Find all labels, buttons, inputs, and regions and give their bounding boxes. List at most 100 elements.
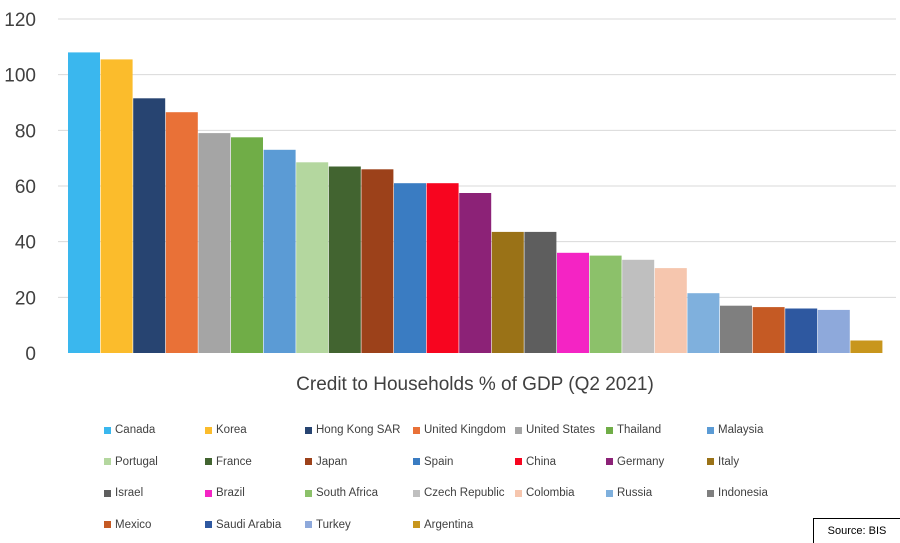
legend-item: Thailand <box>606 422 661 438</box>
bar-chart: 0 20 40 60 80 100 120 Credit to Households % o… <box>4 10 896 395</box>
legend-swatch <box>707 458 714 465</box>
legend-label: Czech Republic <box>424 487 505 499</box>
bar-brazil <box>557 252 589 353</box>
legend-item: Germany <box>606 454 664 470</box>
legend-item: Brazil <box>205 485 245 501</box>
bar-italy <box>491 231 524 353</box>
y-tick-label: 40 <box>15 233 36 254</box>
legend-swatch <box>606 489 613 497</box>
legend-swatch <box>305 521 312 528</box>
legend-label: Thailand <box>617 424 662 436</box>
legend-swatch <box>205 521 212 528</box>
legend-swatch <box>515 426 522 434</box>
legend-label: Spain <box>424 455 454 468</box>
legend-label: Korea <box>216 424 247 436</box>
legend-swatch <box>104 521 111 528</box>
bar-colombia <box>654 268 687 353</box>
legend-label: Portugal <box>115 455 158 468</box>
legend-item: Czech Republic <box>413 485 505 501</box>
legend-item: Argentina <box>413 517 473 533</box>
bar-korea <box>100 59 133 354</box>
legend-swatch <box>104 458 111 465</box>
legend-item: Saudi Arabia <box>205 517 281 533</box>
legend-label: South Africa <box>316 487 379 499</box>
legend-label: Colombia <box>526 487 575 499</box>
bar-canada <box>68 52 100 354</box>
legend-swatch <box>606 458 613 465</box>
bar-indonesia <box>720 305 752 353</box>
bar-malaysia <box>263 149 296 353</box>
bar-united-states <box>198 133 231 353</box>
legend-item: Mexico <box>104 517 151 533</box>
legend-swatch <box>104 426 111 434</box>
legend-swatch <box>205 489 212 497</box>
legend-swatch <box>515 458 522 465</box>
bar-united-kingdom <box>165 112 198 353</box>
legend-label: Mexico <box>115 518 152 531</box>
bar-japan <box>361 169 394 353</box>
legend-item: Indonesia <box>707 485 768 501</box>
legend-swatch <box>305 458 312 465</box>
legend-item: Israel <box>104 485 143 501</box>
bar-south-africa <box>589 255 622 353</box>
legend-label: Germany <box>617 455 665 468</box>
legend-item: United Kingdom <box>413 422 506 438</box>
legend-label: United Kingdom <box>424 424 506 436</box>
legend-label: Turkey <box>316 518 351 531</box>
y-tick-label: 80 <box>15 121 36 142</box>
bar-china <box>426 183 459 353</box>
legend-label: Brazil <box>216 487 245 499</box>
y-tick-label: 120 <box>4 10 36 31</box>
legend-label: Israel <box>115 487 144 499</box>
legend-item: Turkey <box>305 517 351 533</box>
legend-item: France <box>205 454 252 470</box>
legend-item: United States <box>515 422 595 438</box>
legend-item: Japan <box>305 454 347 470</box>
bar-thailand <box>231 137 263 353</box>
legend-label: Hong Kong SAR <box>316 424 401 436</box>
y-axis: 0 20 40 60 80 100 120 <box>4 10 36 365</box>
bar-mexico <box>752 307 785 353</box>
legend-swatch <box>707 489 714 497</box>
bar-france <box>328 166 361 353</box>
legend-swatch <box>305 426 312 434</box>
bars <box>68 52 883 354</box>
legend-label: Canada <box>115 424 156 436</box>
y-tick-label: 100 <box>4 66 36 87</box>
bar-israel <box>524 231 557 353</box>
legend-swatch <box>205 458 212 465</box>
legend-swatch <box>205 426 212 434</box>
y-tick-label: 60 <box>15 177 36 198</box>
legend-label: China <box>526 455 557 468</box>
legend-item: Colombia <box>515 485 575 501</box>
bar-portugal <box>296 162 329 353</box>
legend-swatch <box>707 426 714 434</box>
legend-swatch <box>413 426 420 434</box>
bar-germany <box>459 193 492 353</box>
source-note: Source: BIS <box>813 518 900 543</box>
legend-label: Italy <box>718 455 740 468</box>
legend-swatch <box>104 489 111 497</box>
bar-spain <box>394 183 426 353</box>
legend-label: Argentina <box>424 518 474 531</box>
legend-item: Spain <box>413 454 453 470</box>
legend-item: Korea <box>205 422 247 438</box>
bar-hong-kong-sar <box>133 98 166 353</box>
legend-swatch <box>305 489 312 497</box>
y-tick-label: 0 <box>25 344 36 365</box>
legend-item: Canada <box>104 422 155 438</box>
chart-title: Credit to Households % of GDP (Q2 2021) <box>296 374 654 395</box>
legend-item: Hong Kong SAR <box>305 422 400 438</box>
legend-item: Portugal <box>104 454 158 470</box>
legend-label: Malaysia <box>718 424 764 436</box>
legend-item: South Africa <box>305 485 378 501</box>
legend-label: Japan <box>316 455 348 468</box>
legend-item: Italy <box>707 454 739 470</box>
bar-russia <box>687 293 720 353</box>
legend-swatch <box>606 426 613 434</box>
legend-item: Malaysia <box>707 422 763 438</box>
legend-label: France <box>216 455 252 468</box>
legend-label: Saudi Arabia <box>216 518 282 531</box>
bar-argentina <box>850 340 883 353</box>
bar-czech-republic <box>622 259 655 353</box>
